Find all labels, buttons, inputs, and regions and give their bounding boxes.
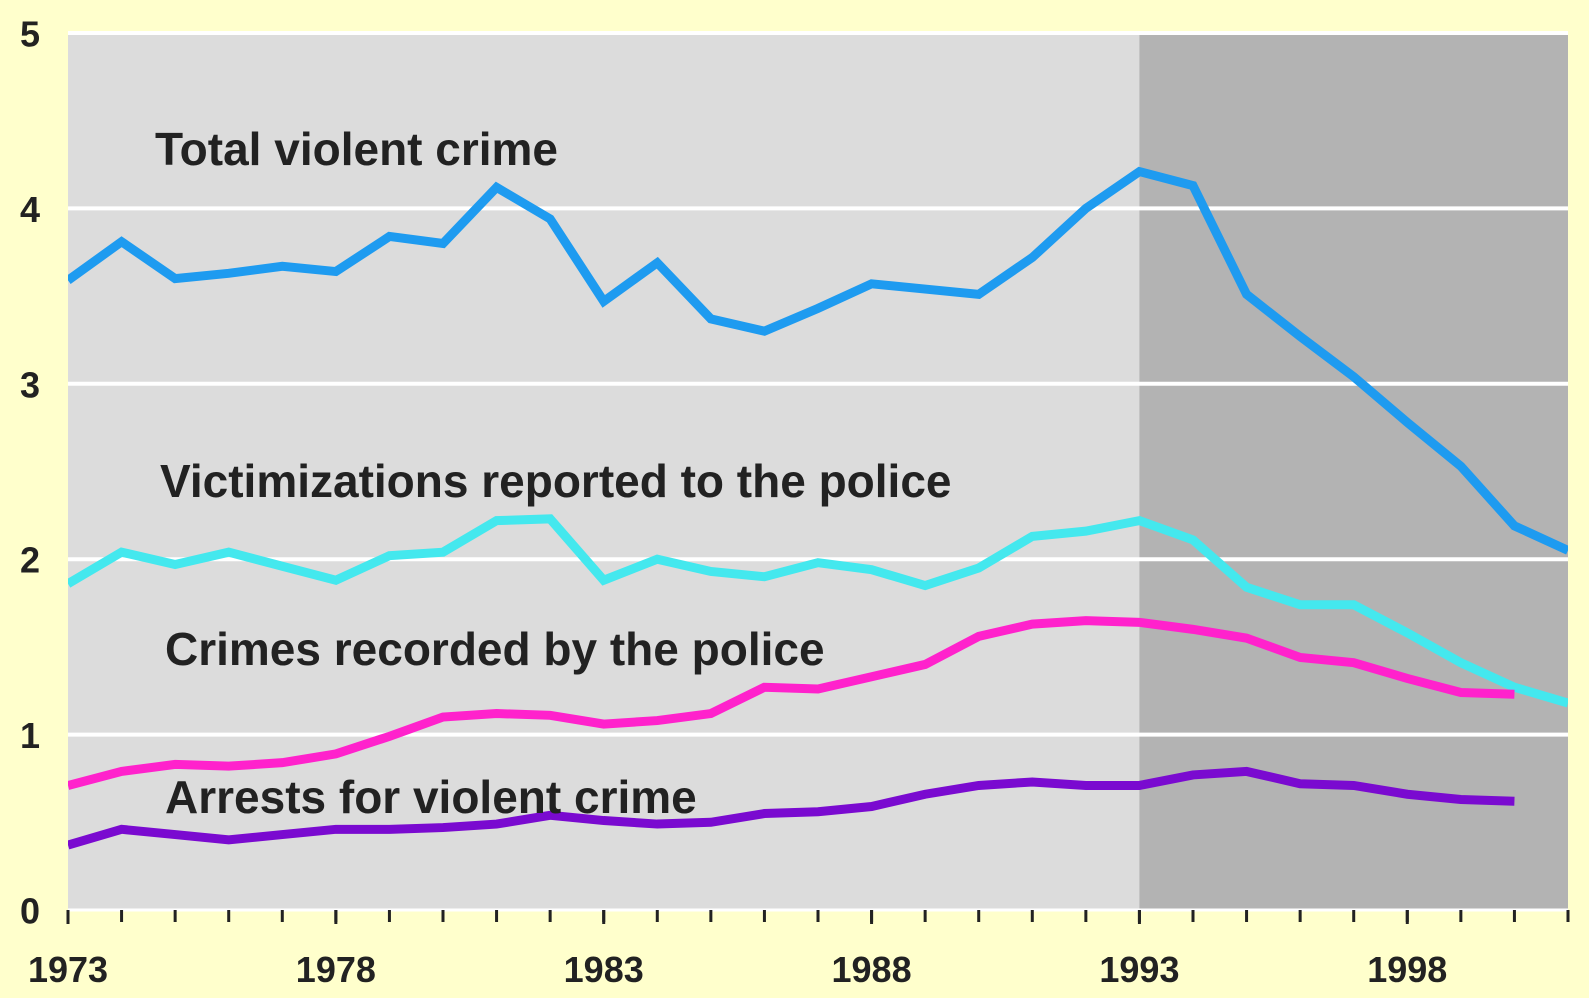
x-tick-label: 1993: [1099, 949, 1179, 990]
y-tick-label: 4: [20, 189, 40, 230]
series-line: [68, 616, 1515, 790]
series-label: Arrests for violent crime: [165, 771, 697, 823]
y-tick-label: 5: [20, 14, 40, 55]
lines: [68, 166, 1568, 850]
y-tick-label: 2: [20, 540, 40, 581]
x-tick-label: 1978: [296, 949, 376, 990]
series-line: [68, 766, 1515, 850]
y-tick-label: 1: [20, 715, 40, 756]
x-tick-label: 1983: [564, 949, 644, 990]
x-tick-label: 1973: [28, 949, 108, 990]
series-label: Total violent crime: [155, 123, 558, 175]
series-label: Crimes recorded by the police: [165, 623, 825, 675]
series-line: [68, 166, 1568, 555]
highlight-region: [1139, 33, 1568, 910]
x-tick-label: 1988: [832, 949, 912, 990]
y-tick-label: 0: [20, 891, 40, 932]
series-line: [68, 514, 1568, 708]
y-tick-label: 3: [20, 364, 40, 405]
x-tick-label: 1998: [1367, 949, 1447, 990]
series-label: Victimizations reported to the police: [160, 455, 952, 507]
